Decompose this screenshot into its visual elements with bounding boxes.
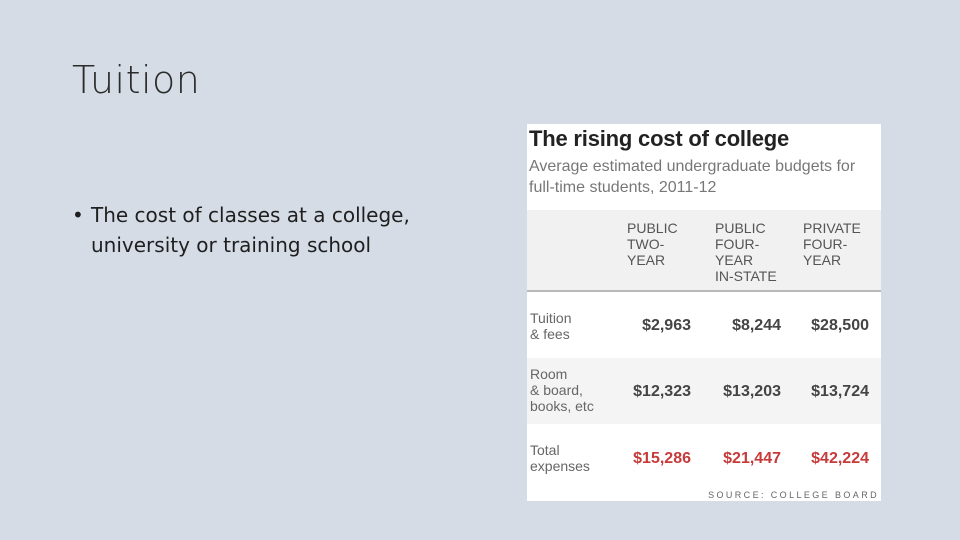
table-cell: $13,724 bbox=[811, 383, 869, 400]
row-label: Room & board, books, etc bbox=[530, 366, 594, 414]
figure-subtitle: Average estimated undergraduate budgets … bbox=[529, 158, 856, 196]
column-header-public-four-year: PUBLIC FOUR- YEAR IN-STATE bbox=[715, 220, 777, 284]
source-credit: SOURCE: COLLEGE BOARD bbox=[708, 490, 879, 500]
bullet-list: • The cost of classes at a college, univ… bbox=[72, 200, 492, 260]
header-band bbox=[527, 210, 881, 290]
column-header-private-four-year: PRIVATE FOUR- YEAR bbox=[803, 220, 861, 268]
bullet-text: The cost of classes at a college, univer… bbox=[91, 203, 410, 257]
table-cell: $13,203 bbox=[723, 383, 781, 400]
table-row: Tuition & fees $2,963 $8,244 $28,500 bbox=[527, 292, 881, 358]
header-divider bbox=[527, 290, 881, 292]
table-cell: $12,323 bbox=[633, 383, 691, 400]
table-cell: $8,244 bbox=[732, 317, 781, 334]
table-cell: $2,963 bbox=[642, 317, 691, 334]
table-cell: $28,500 bbox=[811, 317, 869, 334]
table-row: Room & board, books, etc $12,323 $13,203… bbox=[527, 358, 881, 424]
bullet-item: • The cost of classes at a college, univ… bbox=[72, 200, 492, 260]
column-header-public-two-year: PUBLIC TWO- YEAR bbox=[627, 220, 678, 268]
table-row: Total expenses $15,286 $21,447 $42,224 bbox=[527, 424, 881, 490]
figure-title: The rising cost of college bbox=[529, 126, 790, 151]
slide-title: Tuition bbox=[72, 58, 201, 102]
row-label: Tuition & fees bbox=[530, 310, 572, 342]
total-cell: $15,286 bbox=[633, 450, 691, 467]
bullet-marker: • bbox=[72, 203, 84, 227]
total-cell: $21,447 bbox=[723, 450, 781, 467]
cost-table-image: The rising cost of college Average estim… bbox=[527, 124, 881, 501]
row-label: Total expenses bbox=[530, 442, 590, 474]
total-cell: $42,224 bbox=[811, 450, 869, 467]
